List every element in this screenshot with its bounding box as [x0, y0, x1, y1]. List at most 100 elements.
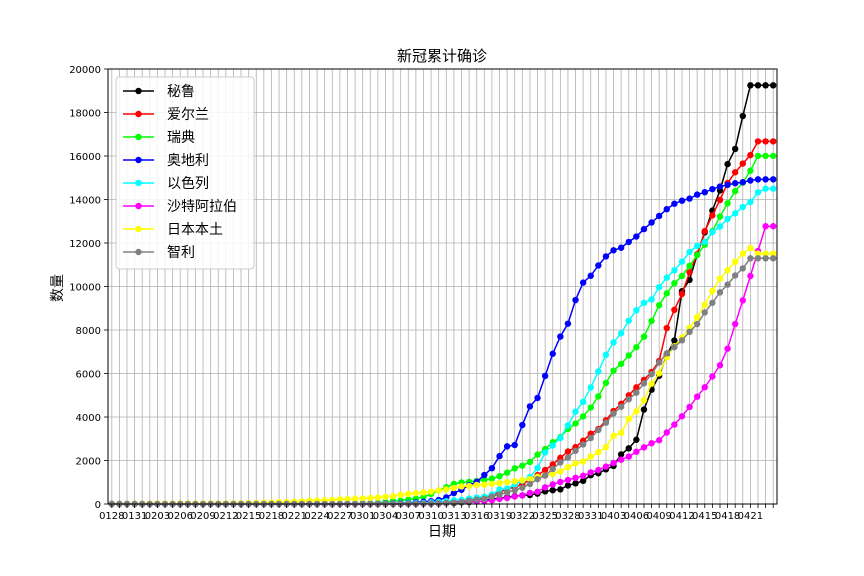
- data-point: [770, 223, 777, 230]
- data-point: [709, 299, 716, 306]
- data-point: [572, 474, 579, 482]
- data-point: [693, 314, 701, 321]
- x-tick-label: 0218: [259, 511, 284, 522]
- data-point: [770, 138, 777, 145]
- data-point: [564, 476, 572, 484]
- x-tick-label: 0203: [145, 511, 170, 522]
- data-point: [557, 468, 564, 475]
- data-point: [405, 490, 412, 498]
- legend-swatch-marker: [135, 87, 142, 95]
- data-point: [564, 463, 572, 471]
- data-point: [602, 379, 610, 387]
- data-point: [693, 393, 701, 400]
- data-point: [617, 451, 625, 458]
- data-point: [557, 486, 564, 493]
- data-point: [572, 460, 579, 467]
- data-point: [625, 445, 632, 452]
- data-point: [572, 296, 579, 304]
- data-point: [648, 370, 655, 378]
- x-tick-label: 0403: [601, 511, 626, 522]
- data-point: [648, 219, 655, 226]
- data-point: [481, 476, 488, 484]
- data-point: [519, 421, 526, 429]
- data-point: [724, 160, 731, 168]
- x-tick-label: 0322: [510, 511, 535, 522]
- data-point: [610, 367, 617, 374]
- data-point: [625, 415, 632, 423]
- x-tick-label: 0206: [167, 511, 192, 522]
- data-point: [587, 430, 594, 437]
- data-point: [640, 225, 648, 233]
- data-point: [663, 350, 670, 357]
- data-point: [701, 301, 708, 308]
- data-point: [754, 138, 762, 145]
- y-axis-label: 数量: [50, 274, 66, 302]
- data-point: [549, 465, 556, 473]
- data-point: [473, 496, 480, 503]
- data-point: [648, 296, 655, 303]
- data-point: [503, 478, 511, 486]
- data-point: [602, 463, 610, 470]
- data-point: [443, 486, 450, 493]
- data-point: [709, 373, 716, 380]
- data-point: [762, 250, 769, 257]
- data-point: [481, 495, 488, 503]
- legend-entry-label: 沙特阿拉伯: [167, 199, 237, 215]
- data-point: [488, 475, 496, 482]
- data-point: [549, 442, 556, 449]
- data-point: [496, 472, 503, 480]
- data-point: [754, 189, 762, 196]
- data-point: [678, 272, 686, 280]
- x-tick-label: 0304: [373, 511, 398, 522]
- legend-entry-label: 秘鲁: [167, 84, 195, 100]
- data-point: [374, 494, 382, 501]
- data-point: [435, 500, 442, 507]
- x-tick-label: 0310: [418, 511, 443, 522]
- data-point: [770, 185, 777, 192]
- data-point: [488, 493, 496, 500]
- data-point: [701, 309, 708, 316]
- data-point: [473, 481, 480, 489]
- data-point: [450, 489, 458, 497]
- x-tick-label: 0212: [213, 511, 238, 522]
- data-point: [731, 187, 739, 195]
- data-point: [739, 203, 746, 211]
- x-tick-label: 0131: [122, 511, 147, 522]
- legend-swatch-marker: [135, 110, 142, 118]
- data-point: [511, 493, 518, 500]
- data-point: [648, 380, 655, 387]
- x-tick-label: 0307: [396, 511, 421, 522]
- data-point: [564, 422, 572, 429]
- data-point: [640, 397, 648, 404]
- data-point: [762, 255, 769, 262]
- data-point: [564, 448, 572, 455]
- data-point: [731, 169, 739, 176]
- data-point: [709, 287, 716, 295]
- data-point: [724, 281, 731, 288]
- y-tick-label: 18000: [69, 109, 101, 120]
- data-point: [534, 451, 541, 458]
- data-point: [739, 112, 746, 120]
- data-point: [701, 188, 708, 196]
- data-point: [420, 493, 427, 501]
- x-axis-label: 日期: [428, 524, 456, 540]
- data-point: [450, 484, 458, 492]
- data-point: [541, 484, 549, 491]
- data-point: [617, 403, 625, 410]
- data-point: [557, 478, 564, 486]
- y-tick-label: 0: [95, 500, 101, 511]
- x-tick-label: 0301: [350, 511, 375, 522]
- data-point: [701, 238, 708, 246]
- data-point: [351, 495, 359, 502]
- data-point: [610, 432, 617, 439]
- data-point: [564, 482, 572, 489]
- data-point: [549, 461, 556, 468]
- data-point: [770, 250, 777, 257]
- legend-entry-label: 爱尔兰: [167, 107, 209, 123]
- data-point: [336, 496, 344, 503]
- data-point: [412, 489, 420, 497]
- y-tick-label: 10000: [69, 283, 101, 294]
- data-point: [534, 394, 541, 402]
- data-point: [716, 213, 724, 220]
- data-point: [739, 179, 746, 186]
